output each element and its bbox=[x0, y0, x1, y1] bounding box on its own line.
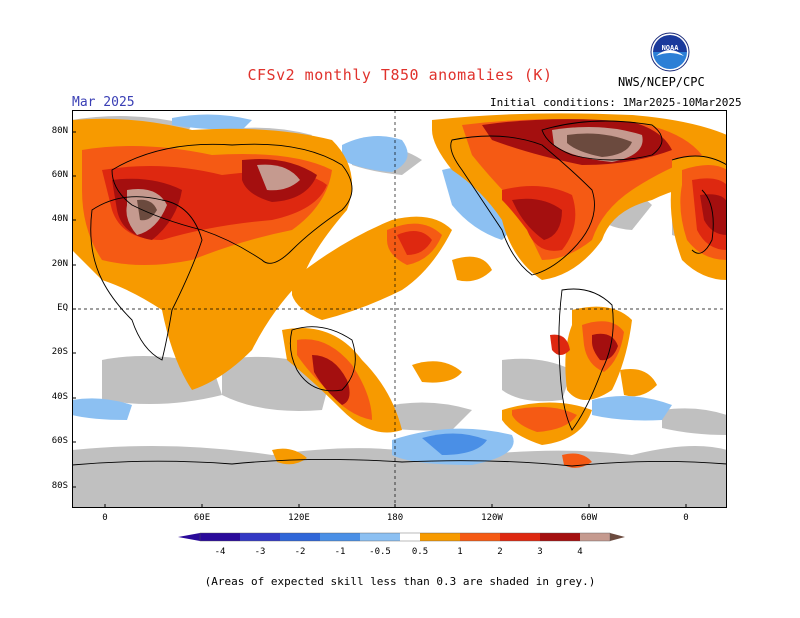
map-title: CFSv2 monthly T850 anomalies (K) bbox=[247, 66, 553, 84]
colorbar-segment bbox=[280, 533, 320, 541]
colorbar-segment bbox=[240, 533, 280, 541]
colorbar-segment bbox=[540, 533, 580, 541]
lon-label: 0 bbox=[102, 513, 108, 523]
colorbar-min-arrow bbox=[178, 533, 200, 541]
lon-label: 180 bbox=[386, 513, 404, 523]
lat-label: 80N bbox=[51, 126, 68, 136]
colorbar-max-arrow bbox=[610, 533, 625, 541]
colorbar-label: -2 bbox=[295, 547, 306, 557]
lat-label: 20N bbox=[51, 259, 68, 269]
colorbar-segment bbox=[460, 533, 500, 541]
coastlines bbox=[72, 120, 727, 467]
lon-label: 0 bbox=[683, 513, 689, 523]
colorbar-segment bbox=[400, 533, 420, 541]
lat-label: 20S bbox=[51, 347, 68, 357]
colorbar-label: 4 bbox=[577, 547, 582, 557]
lon-label: 120W bbox=[481, 513, 503, 523]
skill-footnote: (Areas of expected skill less than 0.3 a… bbox=[204, 575, 596, 588]
lat-label: 60S bbox=[51, 436, 68, 446]
logo-text: NOAA bbox=[662, 44, 680, 52]
colorbar-label: -1 bbox=[335, 547, 346, 557]
lat-label: 40N bbox=[51, 214, 68, 224]
agency-label: NWS/NCEP/CPC bbox=[618, 75, 705, 89]
lat-label: 40S bbox=[51, 392, 68, 402]
colorbar-segment bbox=[420, 533, 460, 541]
colorbar-label: -0.5 bbox=[369, 547, 391, 557]
initial-conditions: Initial conditions: 1Mar2025-10Mar2025 bbox=[490, 96, 742, 109]
forecast-month: Mar 2025 bbox=[72, 95, 135, 110]
colorbar-label: -4 bbox=[215, 547, 226, 557]
colorbar-label: 3 bbox=[537, 547, 542, 557]
noaa-logo: NOAA bbox=[650, 32, 690, 72]
colorbar-label: 1 bbox=[457, 547, 462, 557]
lon-label: 60W bbox=[580, 513, 598, 523]
colorbar-segment bbox=[580, 533, 610, 541]
colorbar-label: 0.5 bbox=[412, 547, 428, 557]
colorbar-label: -3 bbox=[255, 547, 266, 557]
colorbar-label: 2 bbox=[497, 547, 502, 557]
anomaly-map bbox=[72, 110, 727, 508]
colorbar: -4 -3 -2 -1 -0.5 0.5 1 2 3 4 bbox=[178, 532, 625, 557]
colorbar-segment bbox=[320, 533, 360, 541]
lon-label: 120E bbox=[288, 513, 310, 523]
warm-anomalies bbox=[72, 113, 727, 468]
lat-label: 60N bbox=[51, 170, 68, 180]
colorbar-segment bbox=[360, 533, 400, 541]
lat-label: EQ bbox=[57, 303, 68, 313]
colorbar-segment bbox=[500, 533, 540, 541]
lon-label: 60E bbox=[193, 513, 211, 523]
lat-label: 80S bbox=[51, 481, 68, 491]
